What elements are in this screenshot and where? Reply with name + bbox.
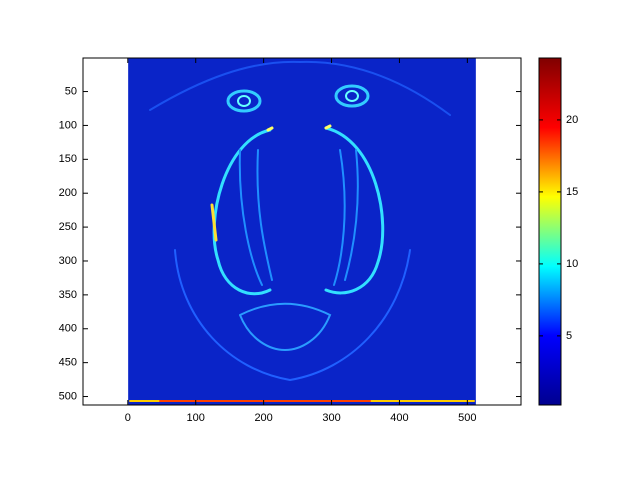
colorbar-tick-label: 5 bbox=[566, 330, 572, 342]
colorbar-tick-label: 20 bbox=[566, 114, 578, 126]
y-tick-label: 250 bbox=[59, 221, 77, 233]
image bbox=[128, 58, 476, 405]
x-tick-label: 100 bbox=[187, 412, 205, 424]
colorbar-tick-label: 15 bbox=[566, 186, 578, 198]
x-tick-label: 300 bbox=[322, 412, 340, 424]
image-area bbox=[128, 58, 476, 405]
y-tick-label: 400 bbox=[59, 323, 77, 335]
x-tick-label: 500 bbox=[458, 412, 476, 424]
colorbar bbox=[538, 57, 562, 406]
image-content bbox=[129, 60, 475, 402]
x-tick-label: 200 bbox=[254, 412, 272, 424]
x-tick-label: 0 bbox=[125, 412, 131, 424]
colorbar-tick-label: 10 bbox=[566, 258, 578, 270]
y-tick-label: 300 bbox=[59, 255, 77, 267]
y-tick-label: 100 bbox=[59, 119, 77, 131]
y-tick-label: 150 bbox=[59, 153, 77, 165]
axes-box bbox=[82, 57, 522, 406]
y-tick-label: 450 bbox=[59, 357, 77, 369]
x-tick-label: 400 bbox=[390, 412, 408, 424]
y-tick-label: 500 bbox=[59, 390, 77, 402]
y-tick-label: 200 bbox=[59, 187, 77, 199]
y-tick-label: 350 bbox=[59, 289, 77, 301]
y-tick-label: 50 bbox=[65, 85, 77, 97]
